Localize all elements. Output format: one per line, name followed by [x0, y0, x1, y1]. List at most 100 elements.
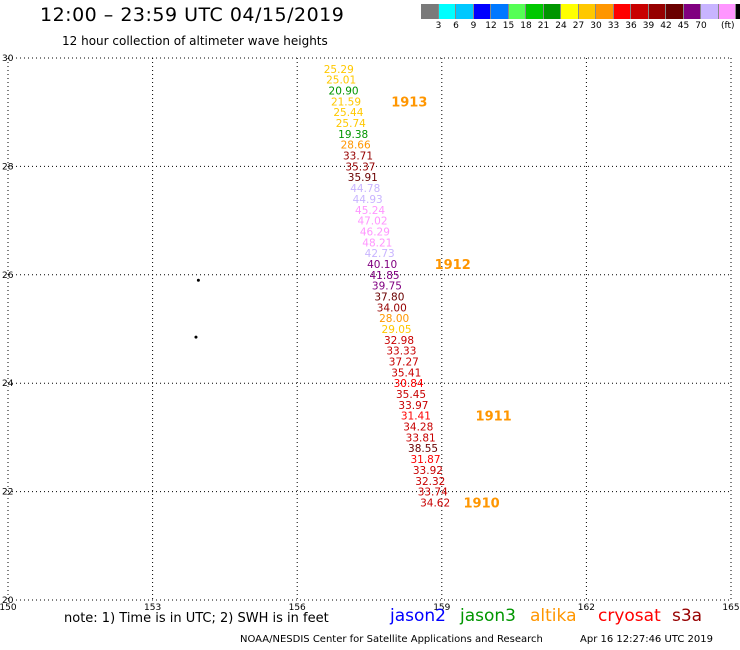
wave-height-label: 25.74	[336, 118, 366, 130]
color-scale-legend: 3 6 9 12 15 18 21 24 27 30 33 36 39 42 45 70 (ft)	[421, 4, 740, 33]
wave-height-label: 30.84	[394, 378, 424, 390]
color-scale-swatches	[421, 4, 740, 19]
wave-height-label: 33.74	[418, 487, 448, 499]
wave-height-label: 21.59	[331, 96, 361, 108]
satellite-label-altika: altika	[530, 606, 577, 626]
x-tick-label: 153	[144, 603, 161, 613]
pass-annotation: 1913	[391, 95, 427, 110]
y-tick-label: 28	[2, 162, 14, 172]
wave-height-label: 33.92	[413, 465, 443, 477]
wave-height-label: 25.29	[324, 64, 354, 76]
wave-height-label: 28.00	[379, 313, 409, 325]
scale-swatch	[648, 4, 666, 19]
wave-height-label: 34.28	[403, 422, 433, 434]
scale-label: 36	[625, 21, 637, 31]
pass-annotation: 1910	[463, 496, 499, 511]
scale-label: 21	[537, 21, 550, 31]
scale-swatch	[561, 4, 579, 19]
wave-height-label: 37.27	[389, 357, 419, 369]
footer-note: note: 1) Time is in UTC; 2) SWH is in fe…	[64, 611, 329, 626]
chart-subtitle: 12 hour collection of altimeter wave hei…	[62, 34, 328, 48]
y-tick-label: 26	[2, 271, 14, 281]
wave-height-label: 41.85	[370, 270, 400, 282]
wave-height-label: 35.45	[396, 389, 426, 401]
wave-height-label: 35.91	[348, 172, 378, 184]
credit-text: NOAA/NESDIS Center for Satellite Applica…	[240, 634, 543, 645]
satellite-label-s3a: s3a	[672, 606, 703, 626]
scale-label: 6	[453, 21, 459, 31]
scale-swatch	[438, 4, 456, 19]
wave-height-label: 33.71	[343, 151, 373, 163]
wave-height-label: 20.90	[329, 86, 359, 98]
x-tick-label: 150	[0, 603, 17, 613]
wave-height-label: 44.93	[353, 194, 383, 206]
satellite-label-cryosat: cryosat	[598, 606, 661, 626]
color-scale-labels: 3 6 9 12 15 18 21 24 27 30 33 36 39 42 45 70 (ft)	[421, 19, 740, 33]
wave-height-label: 31.41	[401, 411, 431, 423]
scale-label: 12	[485, 21, 497, 31]
wave-height-label: 32.32	[415, 476, 445, 488]
x-tick-label: 162	[578, 603, 595, 613]
scale-swatch	[543, 4, 561, 19]
wave-height-label: 33.81	[406, 432, 436, 444]
wave-height-label: 38.55	[408, 443, 438, 455]
wave-height-label: 48.21	[362, 237, 392, 249]
wave-height-label: 25.01	[326, 75, 356, 87]
wave-height-label: 33.97	[398, 400, 428, 412]
scale-label: 45	[677, 21, 690, 31]
scale-label: 9	[470, 21, 477, 31]
wave-height-label: 45.24	[355, 205, 385, 217]
wave-height-label: 28.66	[341, 140, 371, 152]
wave-height-label: 29.05	[382, 324, 412, 336]
scale-label: 3	[435, 21, 442, 31]
pass-annotation: 1912	[435, 258, 471, 273]
scale-label: (ft)	[721, 21, 735, 31]
wave-height-label: 37.80	[374, 291, 404, 303]
scale-label: 15	[502, 21, 515, 31]
wave-height-label: 25.44	[333, 107, 363, 119]
chart-title: 12:00 – 23:59 UTC 04/15/2019	[40, 4, 345, 26]
scale-label: 18	[520, 21, 532, 31]
scale-swatch	[736, 4, 740, 19]
wave-height-label: 42.73	[365, 248, 395, 260]
scale-label: 39	[642, 21, 655, 31]
scale-swatch	[508, 4, 526, 19]
generated-timestamp: Apr 16 12:27:46 UTC 2019	[580, 634, 713, 645]
scale-swatch	[578, 4, 596, 19]
scale-swatch	[683, 4, 701, 19]
scale-label: 33	[607, 21, 620, 31]
scale-label: 70	[695, 21, 707, 31]
scale-label: 30	[590, 21, 602, 31]
scale-swatch	[491, 4, 509, 19]
scale-swatch	[631, 4, 649, 19]
data-point-dot	[194, 335, 198, 339]
y-tick-label: 20	[2, 596, 14, 606]
scale-swatch	[701, 4, 719, 19]
wave-height-label: 46.29	[360, 226, 390, 238]
wave-height-label: 33.33	[386, 346, 416, 358]
wave-height-label: 32.98	[384, 335, 414, 347]
wave-height-label: 39.75	[372, 281, 402, 293]
satellite-label-jason2: jason2	[390, 606, 446, 626]
wave-height-label: 34.62	[420, 497, 450, 509]
x-tick-label: 165	[722, 603, 739, 613]
scale-swatch	[718, 4, 736, 19]
wave-height-label: 35.41	[391, 367, 421, 379]
scale-label: 24	[555, 21, 567, 31]
satellite-label-jason3: jason3	[460, 606, 516, 626]
scale-swatch	[613, 4, 631, 19]
scale-swatch	[526, 4, 544, 19]
y-tick-label: 30	[2, 54, 14, 64]
wave-height-label: 19.38	[338, 129, 368, 141]
wave-height-label: 34.00	[377, 302, 407, 314]
wave-height-label: 31.87	[410, 454, 440, 466]
scale-swatch	[421, 4, 439, 19]
scale-label: 27	[572, 21, 585, 31]
wave-height-label: 47.02	[357, 216, 387, 228]
y-tick-label: 24	[2, 379, 14, 389]
x-tick-label: 159	[433, 603, 450, 613]
scale-swatch	[473, 4, 491, 19]
wave-height-label: 40.10	[367, 259, 397, 271]
wave-height-label: 35.37	[345, 161, 375, 173]
